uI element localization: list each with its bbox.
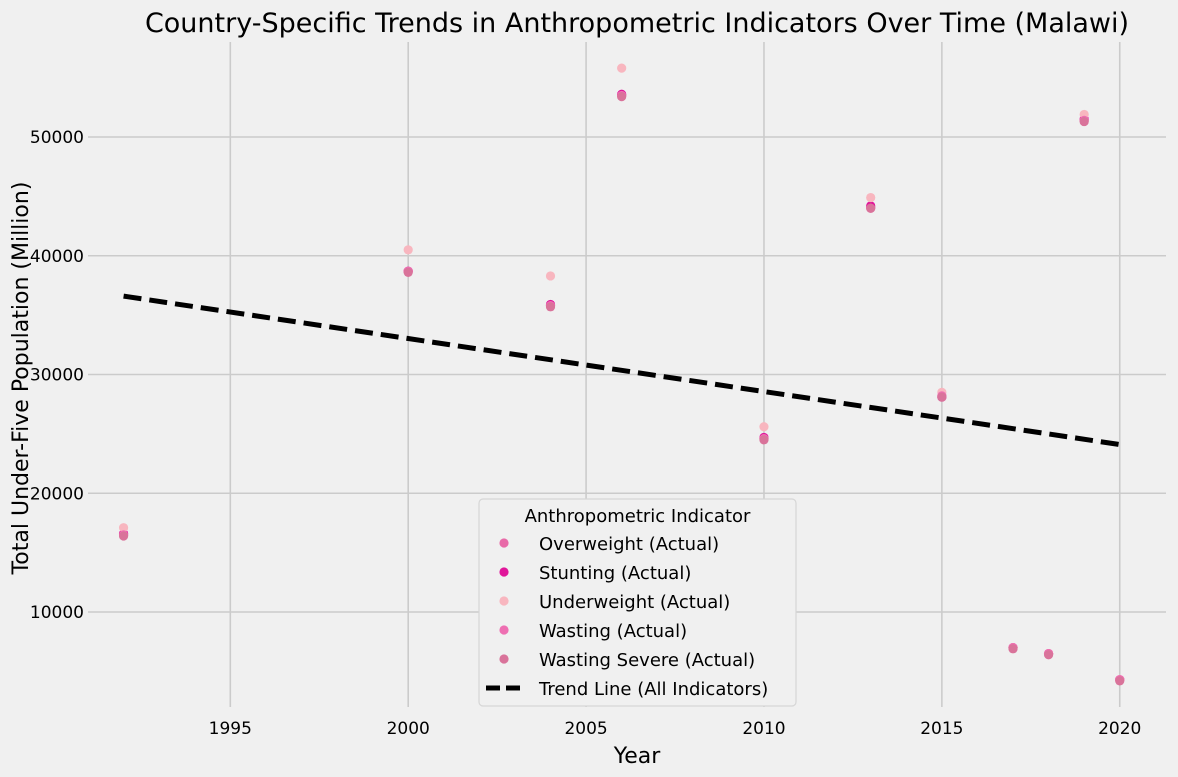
y-tick-label: 20000 (30, 484, 84, 504)
legend-marker (499, 538, 509, 548)
y-tick-label: 50000 (30, 128, 84, 148)
data-point (1043, 650, 1054, 660)
data-point (1079, 116, 1089, 127)
data-points (118, 63, 1125, 686)
y-tick-label: 10000 (30, 603, 84, 623)
data-point (866, 192, 876, 203)
data-point (617, 92, 627, 102)
y-tick-label: 30000 (30, 366, 84, 386)
legend-marker (499, 654, 509, 664)
legend-title: Anthropometric Indicator (525, 506, 751, 527)
x-tick-label: 2020 (1098, 719, 1141, 739)
legend-marker (499, 625, 509, 635)
data-point (866, 203, 876, 213)
tick-labels: 1995 2000 2005 2010 2015 2020 10000 20000 30000 4… (30, 128, 1141, 739)
x-tick-label: 2015 (920, 719, 963, 739)
legend: Anthropometric Indicator Overweight (Actu… (478, 498, 797, 707)
data-point (759, 422, 769, 432)
x-tick-label: 1995 (209, 719, 252, 739)
data-point (403, 267, 413, 277)
trend-line-layer (123, 293, 1121, 448)
data-point (1115, 676, 1125, 686)
data-point (1008, 644, 1018, 654)
x-axis-title: Year (613, 744, 662, 769)
data-point (545, 302, 556, 312)
legend-marker (499, 567, 509, 577)
data-point (118, 523, 129, 533)
x-tick-label: 2010 (742, 719, 785, 739)
data-point (118, 531, 129, 541)
data-point (937, 392, 947, 402)
data-point (617, 63, 627, 73)
y-tick-label: 40000 (30, 247, 84, 267)
legend-label: Stunting (Actual) (539, 563, 691, 584)
chart-title: Country-Specific Trends in Anthropometri… (145, 8, 1129, 39)
data-point (403, 245, 413, 255)
x-tick-label: 2005 (564, 719, 607, 739)
data-point (545, 271, 556, 281)
legend-label: Wasting (Actual) (539, 621, 687, 642)
grid-lines (88, 42, 1166, 707)
legend-label: Overweight (Actual) (539, 534, 719, 555)
y-axis-title: Total Under-Five Population (Million) (9, 182, 34, 576)
legend-box (478, 498, 797, 707)
legend-label: Trend Line (All Indicators) (538, 679, 768, 700)
legend-label: Underweight (Actual) (539, 592, 730, 613)
trend-line (123, 293, 1121, 448)
data-point (759, 435, 769, 445)
legend-marker (499, 596, 509, 606)
legend-label: Wasting Severe (Actual) (539, 650, 755, 671)
x-tick-label: 2000 (387, 719, 430, 739)
